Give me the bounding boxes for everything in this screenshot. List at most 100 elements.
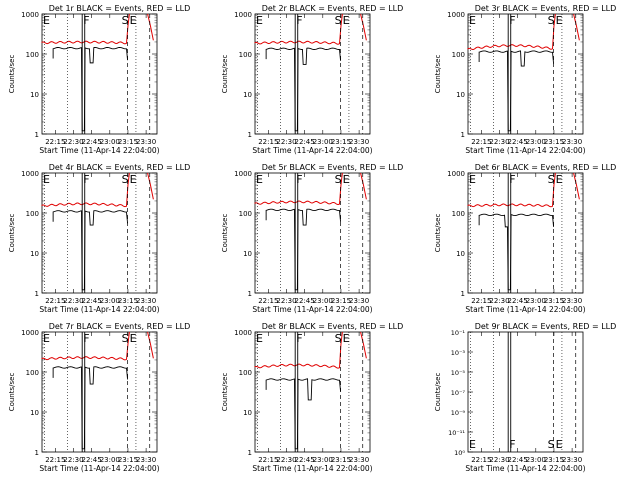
y-tick-label: 100 <box>452 51 465 59</box>
x-tick-label: 23:00 <box>526 297 546 305</box>
events-curve <box>265 378 342 450</box>
events-curve <box>265 208 342 291</box>
x-tick-label: 23:15 <box>544 297 564 305</box>
marker-e2: E <box>130 332 137 345</box>
x-tick-label: 22:45 <box>295 297 315 305</box>
x-tick-label: 22:15 <box>471 456 491 464</box>
y-tick-label: 1 <box>461 131 465 139</box>
y-tick-label: 100 <box>452 210 465 218</box>
x-tick-label: 23:30 <box>136 138 156 146</box>
y-tick-label: 1 <box>35 131 39 139</box>
x-tick-label: 22:45 <box>82 138 102 146</box>
x-tick-label: 22:15 <box>471 138 491 146</box>
x-tick-label: 22:30 <box>276 138 296 146</box>
x-tick-label: 22:30 <box>276 456 296 464</box>
x-axis-label: Start Time (11-Apr-14 22:04:00) <box>465 464 585 473</box>
x-tick-label: 22:45 <box>82 297 102 305</box>
x-tick-label: 23:30 <box>349 297 369 305</box>
marker-f: F <box>509 438 515 451</box>
x-tick-label: 22:45 <box>82 456 102 464</box>
y-tick-label: 10 <box>243 250 252 258</box>
x-tick-label: 22:30 <box>276 297 296 305</box>
y-tick-label: 100 <box>26 51 39 59</box>
y-tick-label: 1000 <box>234 11 252 19</box>
lld-tail <box>147 331 154 359</box>
events-curve <box>52 366 129 450</box>
marker-e: E <box>43 332 50 345</box>
x-tick-label: 23:30 <box>562 297 582 305</box>
marker-f: F <box>83 173 89 186</box>
marker-s: S <box>122 173 129 186</box>
marker-s: S <box>335 14 342 27</box>
x-tick-label: 23:00 <box>526 456 546 464</box>
y-tick-label: 10 <box>243 409 252 417</box>
marker-f: F <box>83 332 89 345</box>
x-tick-label: 22:15 <box>45 456 65 464</box>
x-axis-label: Start Time (11-Apr-14 22:04:00) <box>465 146 585 155</box>
y-tick-label: 10⁻¹ <box>451 329 466 337</box>
panel-title: Det 1r BLACK = Events, RED = LLD <box>49 4 191 13</box>
marker-e2: E <box>556 438 563 451</box>
x-tick-label: 22:15 <box>258 297 278 305</box>
x-tick-label: 23:15 <box>544 456 564 464</box>
y-tick-label: 100 <box>239 51 252 59</box>
marker-e2: E <box>343 173 350 186</box>
marker-e2: E <box>130 173 137 186</box>
y-tick-label: 1000 <box>234 170 252 178</box>
y-axis-label: Counts/sec <box>221 373 229 412</box>
panel-title: Det 9r BLACK = Events, RED = LLD <box>475 322 617 331</box>
y-tick-label: 10 <box>30 91 39 99</box>
detector-panel: Det 4r BLACK = Events, RED = LLD22:1522:… <box>8 163 190 314</box>
x-tick-label: 23:15 <box>544 138 564 146</box>
x-tick-label: 23:00 <box>313 297 333 305</box>
y-tick-label: 10⁻⁷ <box>451 389 466 397</box>
y-axis-label: Counts/sec <box>434 55 442 94</box>
x-tick-label: 23:30 <box>562 456 582 464</box>
marker-e: E <box>469 438 476 451</box>
x-tick-label: 23:00 <box>100 456 120 464</box>
y-tick-label: 1000 <box>21 170 39 178</box>
events-curve <box>52 210 129 291</box>
y-tick-label: 1000 <box>21 329 39 337</box>
panel-frame <box>467 172 584 294</box>
y-tick-label: 10⁰ <box>454 449 465 457</box>
y-axis-label: Counts/sec <box>8 55 16 94</box>
events-curve <box>52 47 129 132</box>
y-axis-label: Counts/sec <box>434 214 442 253</box>
marker-e2: E <box>556 173 563 186</box>
x-tick-label: 22:15 <box>471 297 491 305</box>
marker-s: S <box>335 173 342 186</box>
x-axis-label: Start Time (11-Apr-14 22:04:00) <box>252 464 372 473</box>
lld-tail <box>360 331 367 359</box>
x-tick-label: 23:15 <box>118 297 138 305</box>
detector-panel: Det 6r BLACK = Events, RED = LLD 22:15 22:… <box>434 163 616 314</box>
x-tick-label: 22:15 <box>45 138 65 146</box>
x-tick-label: 22:15 <box>45 297 65 305</box>
x-tick-label: 23:30 <box>136 297 156 305</box>
y-tick-label: 1000 <box>21 11 39 19</box>
events-curve <box>478 213 555 291</box>
marker-e: E <box>256 14 263 27</box>
marker-f: F <box>296 332 302 345</box>
x-tick-label: 22:45 <box>508 456 528 464</box>
lld-tail <box>360 13 367 41</box>
y-tick-label: 1 <box>248 131 252 139</box>
lld-tail <box>147 13 154 41</box>
panel-title: Det 6r BLACK = Events, RED = LLD <box>475 163 617 172</box>
x-tick-label: 22:45 <box>508 297 528 305</box>
y-axis-label: Counts/sec <box>221 214 229 253</box>
x-tick-label: 23:30 <box>562 138 582 146</box>
marker-e2: E <box>343 14 350 27</box>
marker-f: F <box>509 173 515 186</box>
marker-e2: E <box>130 14 137 27</box>
y-tick-label: 100 <box>26 369 39 377</box>
y-tick-label: 1000 <box>234 329 252 337</box>
y-tick-label: 100 <box>26 210 39 218</box>
y-tick-label: 10⁻⁵ <box>451 369 466 377</box>
x-tick-label: 23:00 <box>100 138 120 146</box>
panel-title: Det 5r BLACK = Events, RED = LLD <box>262 163 404 172</box>
marker-e: E <box>256 332 263 345</box>
marker-f: F <box>296 173 302 186</box>
events-curve <box>265 47 342 132</box>
